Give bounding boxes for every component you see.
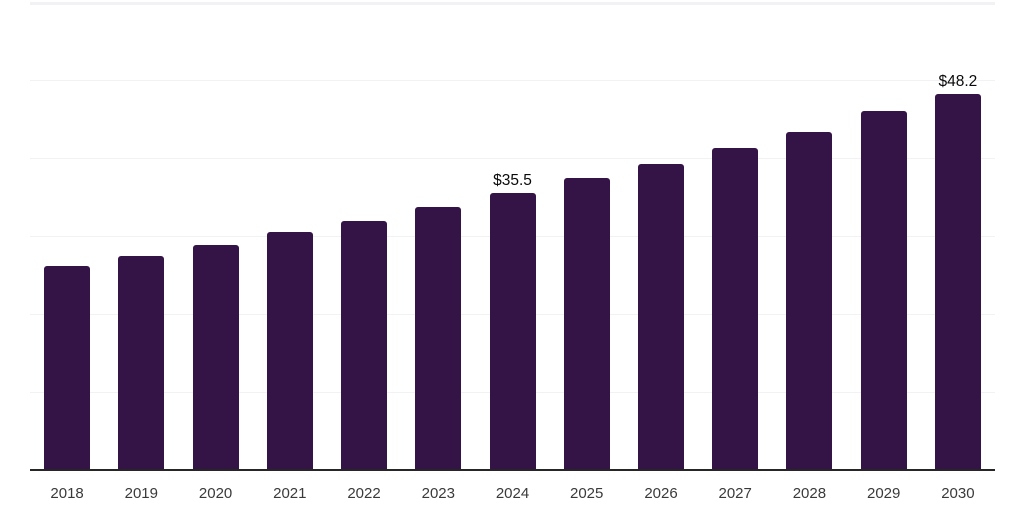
x-tick-label-2026: 2026	[644, 485, 678, 502]
x-tick-label-2029: 2029	[867, 485, 901, 502]
x-tick-label-2027: 2027	[718, 485, 752, 502]
x-tick-label-2021: 2021	[273, 485, 307, 502]
x-tick-label-2019: 2019	[124, 485, 158, 502]
bar-2023	[415, 207, 462, 470]
x-tick-label-2020: 2020	[198, 485, 233, 502]
bar-2019	[118, 255, 165, 470]
bar-2021	[266, 232, 313, 470]
gridline-40	[30, 158, 995, 159]
x-tick-label-2025: 2025	[570, 485, 604, 502]
gridline-50	[30, 80, 995, 81]
x-tick-label-2023: 2023	[421, 485, 455, 502]
bar-2020	[192, 245, 239, 470]
x-axis-line	[30, 469, 995, 471]
bar-value-label-2030: $48.2	[938, 73, 978, 90]
gridline-60	[30, 2, 995, 5]
bar-2018	[44, 266, 91, 470]
bar-value-label-2024: $35.5	[493, 172, 532, 190]
bar-2024	[489, 193, 536, 470]
x-tick-label-2028: 2028	[792, 485, 827, 502]
x-tick-label-2024: 2024	[495, 485, 530, 502]
bar-2028	[786, 131, 833, 470]
bar-2026	[638, 163, 684, 470]
bar-2029	[860, 111, 907, 470]
x-tick-label-2022: 2022	[347, 485, 381, 502]
x-tick-label-2030: 2030	[941, 485, 975, 502]
bar-2022	[341, 221, 387, 470]
bar-2025	[563, 178, 610, 470]
bar-2030	[934, 94, 981, 470]
bar-2027	[712, 147, 759, 470]
x-tick-label-2018: 2018	[50, 485, 84, 502]
